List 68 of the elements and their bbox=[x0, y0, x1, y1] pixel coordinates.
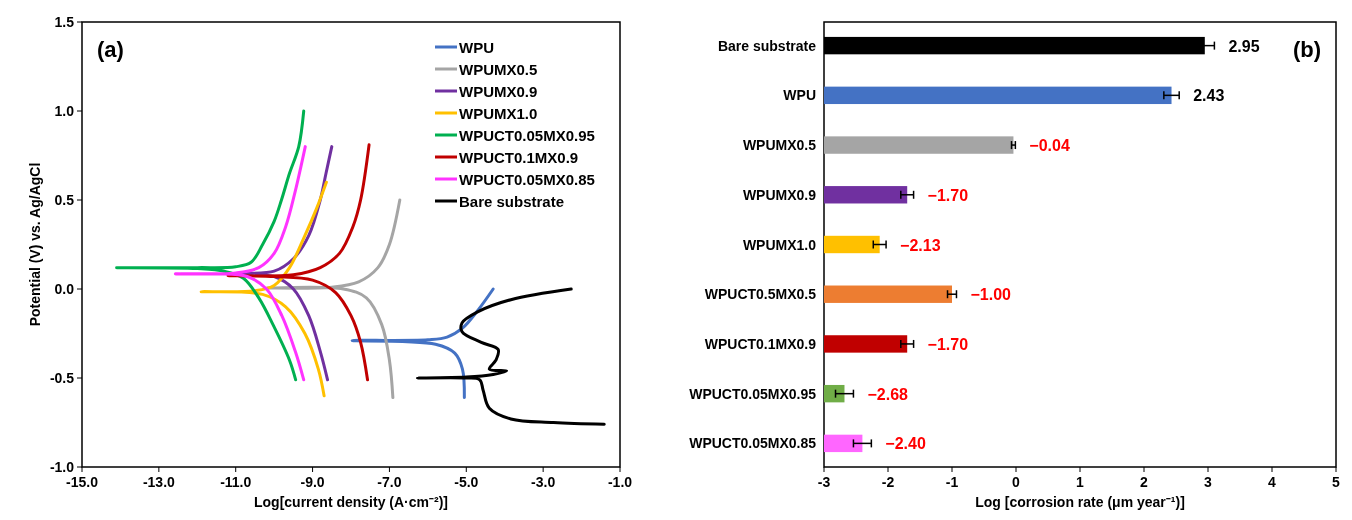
bar bbox=[824, 285, 952, 303]
x-axis-title: Log [corrosion rate (μm year⁻¹)] bbox=[975, 494, 1185, 510]
data-label: 2.95 bbox=[1228, 37, 1260, 55]
bar bbox=[824, 186, 908, 204]
legend-label: WPUCT0.05MX0.85 bbox=[459, 171, 595, 188]
annotation: (b) bbox=[1292, 37, 1321, 62]
line-series bbox=[350, 287, 495, 400]
y-tick-label: -1.0 bbox=[49, 459, 75, 475]
legend-label: Bare substrate bbox=[459, 193, 565, 210]
x-tick-label: -1 bbox=[945, 474, 959, 490]
x-tick-label: -3 bbox=[817, 474, 831, 490]
x-tick-label: 1 bbox=[1076, 474, 1085, 490]
x-tick-label: -9.0 bbox=[300, 474, 325, 490]
x-tick-label: 2 bbox=[1140, 474, 1149, 490]
bar bbox=[824, 384, 845, 403]
y-tick-label: -0.5 bbox=[49, 370, 75, 386]
line-series bbox=[226, 143, 371, 382]
x-tick-label: -3.0 bbox=[531, 474, 556, 490]
x-tick-label: 4 bbox=[1268, 474, 1277, 490]
bar bbox=[824, 434, 863, 453]
y-tick-label: 0.5 bbox=[54, 192, 75, 208]
x-tick-label: -2 bbox=[881, 474, 895, 490]
x-tick-label: 5 bbox=[1332, 474, 1341, 490]
bar bbox=[824, 86, 1172, 105]
legend-label: WPU bbox=[459, 39, 494, 56]
x-tick-label: 0 bbox=[1012, 474, 1021, 490]
line-series bbox=[199, 180, 328, 398]
data-label: −1.70 bbox=[927, 335, 969, 353]
data-label: 2.43 bbox=[1193, 87, 1225, 105]
y-tick-label: Bare substrate bbox=[717, 37, 817, 54]
data-label: −0.04 bbox=[1029, 137, 1070, 155]
y-tick-label: WPUMX0.5 bbox=[742, 137, 817, 154]
y-axis-title: Potential (V) vs. Ag/AgCl bbox=[27, 162, 43, 327]
y-tick-label: WPUCT0.5MX0.5 bbox=[704, 286, 817, 303]
x-axis-title: Log[current density (A·cm⁻²)] bbox=[254, 494, 448, 510]
y-tick-label: WPU bbox=[783, 87, 816, 104]
bar bbox=[824, 335, 908, 353]
x-tick-label: -15.0 bbox=[66, 474, 99, 490]
legend-label: WPUCT0.05MX0.95 bbox=[459, 127, 595, 144]
y-tick-label: WPUCT0.1MX0.9 bbox=[704, 335, 817, 352]
data-label: −2.40 bbox=[885, 435, 926, 453]
data-label: −1.70 bbox=[927, 186, 969, 204]
data-label: −2.13 bbox=[900, 236, 941, 254]
y-tick-label: WPUMX0.9 bbox=[742, 186, 817, 203]
legend-label: WPUCT0.1MX0.9 bbox=[459, 149, 579, 166]
line-series bbox=[115, 109, 306, 382]
line-series bbox=[415, 287, 606, 426]
y-tick-label: WPUCT0.05MX0.95 bbox=[689, 385, 817, 402]
legend-label: WPUMX0.5 bbox=[459, 61, 538, 78]
bar bbox=[824, 136, 1014, 154]
y-tick-label: 1.0 bbox=[54, 103, 75, 119]
y-tick-label: 0.0 bbox=[54, 281, 75, 297]
bar bbox=[824, 235, 880, 254]
x-tick-label: 3 bbox=[1204, 474, 1213, 490]
x-tick-label: -11.0 bbox=[220, 474, 252, 490]
y-tick-label: 1.5 bbox=[54, 14, 75, 30]
data-label: −1.00 bbox=[970, 286, 1012, 304]
x-tick-label: -13.0 bbox=[142, 474, 176, 490]
x-tick-label: -7.0 bbox=[377, 474, 402, 490]
y-tick-label: WPUMX1.0 bbox=[742, 236, 817, 253]
x-tick-label: -5.0 bbox=[454, 474, 479, 490]
x-tick-label: -1.0 bbox=[607, 474, 633, 490]
legend-label: WPUMX0.9 bbox=[459, 83, 538, 100]
y-tick-label: WPUCT0.05MX0.85 bbox=[689, 435, 817, 452]
legend-label: WPUMX1.0 bbox=[459, 105, 538, 122]
line-series bbox=[173, 145, 307, 382]
data-label: −2.68 bbox=[867, 385, 909, 403]
annotation: (a) bbox=[97, 37, 124, 62]
